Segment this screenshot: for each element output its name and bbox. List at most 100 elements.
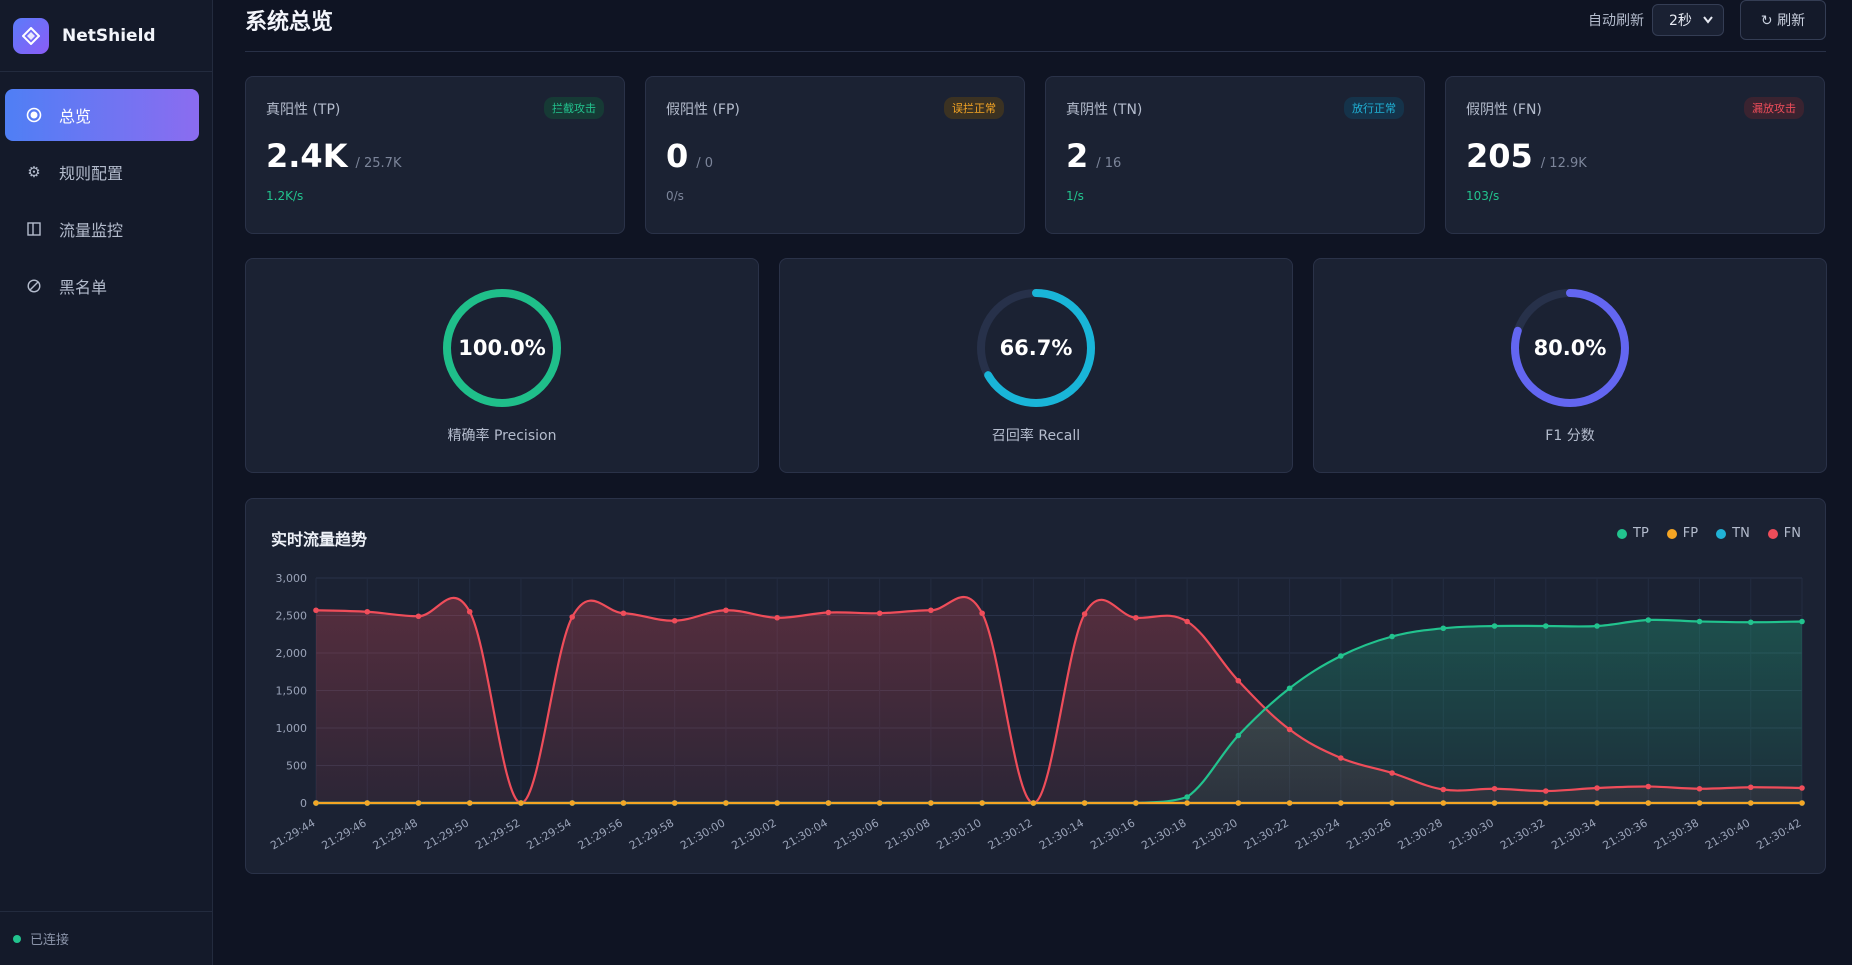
x-tick-label: 21:30:20 [1191, 816, 1240, 852]
data-point-fp [518, 800, 524, 806]
x-tick-label: 21:29:54 [524, 816, 573, 852]
stat-card-fp: 假阳性 (FP) 误拦正常 0 / 0 0/s [645, 76, 1025, 234]
data-point-fn [1645, 783, 1652, 790]
x-tick-label: 21:30:30 [1447, 816, 1496, 852]
gear-icon: ⚙ [27, 163, 41, 181]
x-tick-label: 21:30:22 [1242, 816, 1291, 852]
panel-icon [25, 222, 43, 236]
stat-total: / 25.7K [355, 156, 402, 171]
refresh-button[interactable]: ↻ 刷新 [1740, 0, 1826, 40]
data-point-fp [1184, 800, 1190, 806]
y-tick-label: 1,500 [276, 685, 308, 698]
data-point-fp [466, 800, 473, 806]
data-point-fp [979, 800, 985, 806]
data-point-fp [569, 800, 576, 806]
status-text: 已连接 [30, 933, 70, 948]
data-point-fp [1799, 800, 1805, 806]
x-tick-label: 21:30:06 [832, 816, 881, 852]
recall-value: 66.7% [999, 336, 1073, 360]
data-point-tp [1389, 633, 1395, 640]
x-tick-label: 21:29:46 [319, 816, 368, 852]
x-tick-label: 21:30:14 [1037, 816, 1086, 852]
data-point-fn [1491, 785, 1498, 792]
precision-gauge-arc [443, 289, 561, 407]
y-tick-label: 2,500 [276, 610, 308, 623]
data-point-fp [774, 800, 780, 806]
x-tick-label: 21:30:10 [934, 816, 983, 852]
x-tick-label: 21:30:02 [729, 816, 778, 852]
x-tick-label: 21:30:24 [1293, 816, 1342, 852]
recall-gauge [977, 289, 1095, 407]
data-point-fn [466, 608, 473, 615]
stat-total: / 0 [696, 156, 714, 171]
data-point-fn [1389, 770, 1395, 776]
x-tick-label: 21:30:08 [883, 816, 932, 852]
auto-refresh-label: 自动刷新 [1588, 12, 1644, 29]
f1-value: 80.0% [1533, 336, 1607, 360]
y-tick-label: 0 [300, 797, 307, 810]
sidebar-item-overview[interactable]: 总览 [5, 89, 199, 141]
sidebar-item-blacklist[interactable]: 黑名单 [5, 260, 199, 312]
data-point-fn [1747, 784, 1754, 791]
stat-label: 真阴性 (TN) [1066, 102, 1143, 118]
data-point-fn [1286, 726, 1293, 733]
legend-item-tp[interactable]: TP [1617, 526, 1649, 541]
data-point-tp [1799, 618, 1805, 625]
legend-item-fp[interactable]: FP [1666, 526, 1699, 541]
legend-item-tn[interactable]: TN [1716, 526, 1750, 541]
diamond-logo-icon [13, 17, 49, 54]
data-point-fn [569, 614, 576, 620]
legend-dot-icon [1767, 528, 1778, 539]
sidebar-item-rules[interactable]: ⚙ 规则配置 [5, 146, 199, 198]
stat-rate: 0/s [666, 189, 684, 203]
data-point-fn [1133, 614, 1139, 621]
x-tick-label: 21:30:16 [1088, 816, 1137, 852]
status-dot-icon [13, 934, 21, 943]
legend-item-fn[interactable]: FN [1767, 526, 1801, 541]
legend-label: FP [1682, 526, 1699, 541]
data-point-fn [1081, 611, 1088, 617]
precision-value: 100.0% [458, 336, 546, 360]
y-tick-label: 1,000 [276, 722, 308, 735]
data-point-fn [1235, 677, 1242, 684]
stat-rate: 103/s [1466, 189, 1500, 203]
data-point-fp [1389, 800, 1395, 806]
sidebar-item-traffic[interactable]: 流量监控 [5, 203, 199, 255]
data-point-fp [1235, 800, 1242, 806]
header-controls: 自动刷新 2秒 ↻ 刷新 [1588, 0, 1826, 40]
sidebar-item-label: 总览 [59, 107, 92, 126]
data-point-fp [1594, 800, 1600, 806]
data-point-tp [1542, 623, 1549, 629]
stat-card-fn: 假阴性 (FN) 漏放攻击 205 / 12.9K 103/s [1445, 76, 1825, 234]
data-point-fn [1440, 786, 1447, 793]
data-point-fn [671, 617, 678, 624]
data-point-fn [928, 607, 934, 614]
data-point-tp [1235, 732, 1242, 739]
metrics-row: 100.0% 精确率 Precision 66.7% 召回率 Recall 80… [245, 258, 1827, 473]
data-point-fn [1594, 785, 1600, 791]
data-point-fn [1184, 618, 1190, 625]
data-point-fp [723, 800, 729, 806]
status-badge: 漏放攻击 [1744, 97, 1804, 119]
data-point-fn [313, 607, 319, 614]
x-tick-label: 21:29:44 [268, 816, 317, 852]
data-point-fn [1696, 785, 1703, 792]
auto-refresh-select[interactable]: 2秒 [1652, 3, 1724, 36]
data-point-fp [825, 800, 832, 806]
data-point-fn [723, 607, 729, 614]
stat-value: 205 [1466, 137, 1533, 175]
x-tick-label: 21:30:34 [1549, 816, 1598, 852]
y-tick-label: 500 [286, 760, 307, 773]
data-point-fn [1338, 755, 1344, 761]
data-point-fp [1491, 800, 1498, 806]
data-point-fn [825, 609, 832, 616]
precision-gauge [443, 289, 561, 407]
x-tick-label: 21:29:56 [576, 816, 625, 852]
series-area-tp [316, 619, 1802, 803]
sidebar-item-label: 黑名单 [59, 278, 108, 297]
legend-label: FN [1783, 526, 1801, 541]
chart-title: 实时流量趋势 [271, 530, 368, 549]
status-badge: 误拦正常 [944, 97, 1004, 119]
sidebar-nav: 总览 ⚙ 规则配置 流量监控 黑名单 [0, 72, 212, 312]
